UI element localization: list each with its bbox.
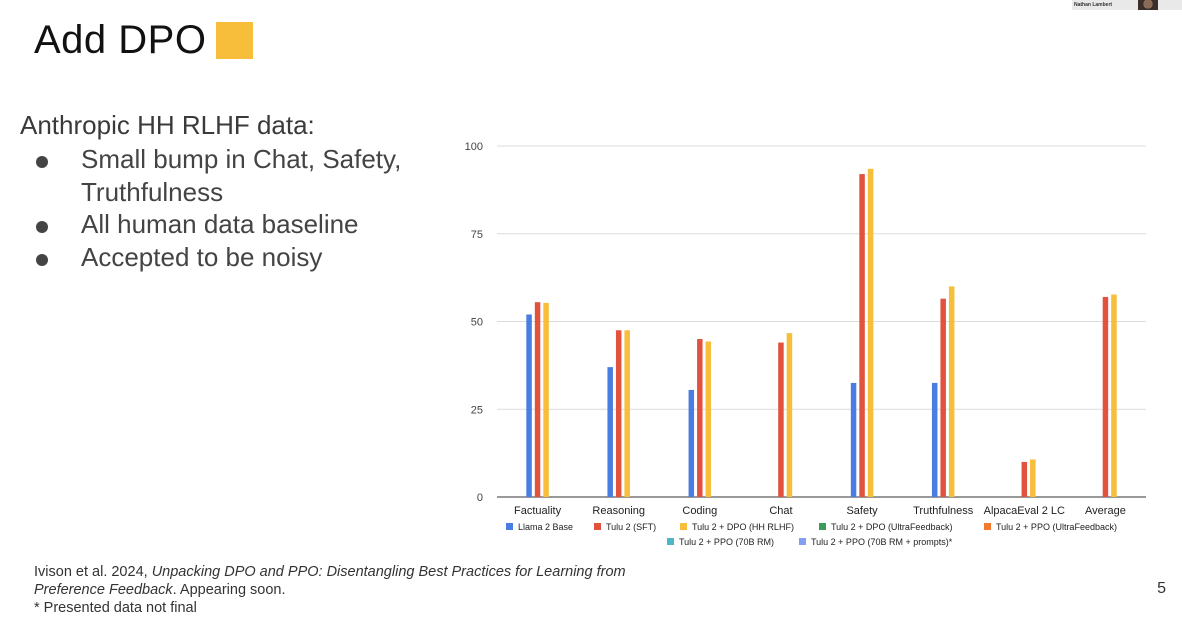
x-tick-label: AlpacaEval 2 LC — [984, 505, 1065, 517]
x-tick-label: Average — [1085, 505, 1126, 517]
legend-label: Tulu 2 + DPO (HH RLHF) — [692, 522, 794, 532]
bullet-dot — [36, 221, 48, 233]
bar — [624, 330, 630, 497]
bar — [543, 302, 549, 497]
x-tick-label: Factuality — [514, 505, 562, 517]
bar — [534, 302, 541, 497]
slide-title: Add DPO — [34, 18, 207, 62]
legend-swatch — [680, 523, 687, 530]
bar — [931, 382, 938, 497]
x-tick-label: Safety — [846, 505, 878, 517]
presenter-name: Nathan Lambert — [1074, 2, 1113, 8]
legend-swatch — [819, 523, 826, 530]
bullet-item: Accepted to be noisy — [36, 241, 436, 274]
legend-label: Tulu 2 + PPO (70B RM) — [679, 537, 774, 547]
y-tick-label: 75 — [471, 229, 483, 241]
y-tick-label: 50 — [471, 317, 483, 329]
bar — [526, 314, 532, 497]
legend-swatch — [984, 523, 991, 530]
bar — [705, 341, 712, 497]
title-row: Add DPO — [34, 18, 254, 63]
data-note: * Presented data not final — [34, 600, 197, 616]
legend-label: Llama 2 Base — [518, 522, 573, 532]
legend-swatch — [594, 523, 601, 530]
title-square-decoration — [216, 22, 254, 59]
legend-swatch — [506, 523, 513, 530]
bar — [786, 333, 793, 497]
bar — [940, 298, 946, 497]
bar — [688, 389, 695, 497]
bar — [697, 339, 703, 497]
x-tick-label: Reasoning — [592, 505, 645, 517]
y-tick-label: 25 — [471, 404, 483, 416]
bar — [1111, 294, 1117, 497]
bullets-heading: Anthropic HH RLHF data: — [20, 110, 315, 140]
y-tick-label: 100 — [465, 141, 483, 153]
bar — [607, 367, 613, 497]
x-tick-label: Coding — [682, 505, 717, 517]
legend-swatch — [799, 538, 806, 545]
bullet-list: Small bump in Chat, Safety, Truthfulness… — [36, 143, 436, 273]
legend-swatch — [667, 538, 674, 545]
bar — [867, 168, 874, 497]
bar — [1102, 296, 1109, 497]
x-tick-label: Chat — [769, 505, 792, 517]
legend-label: Tulu 2 + PPO (70B RM + prompts)* — [811, 537, 953, 547]
bullet-dot — [36, 253, 48, 266]
bar-chart: 0 25 50 75 100 Factuality Reasoning Coding Chat S… — [465, 141, 1146, 547]
bar — [778, 342, 784, 497]
legend-label: Tulu 2 (SFT) — [606, 522, 656, 532]
presenter-video-thumbnail: Nathan Lambert — [1072, 0, 1182, 10]
bullet-text: Small bump in Chat, Safety, Truthfulness — [81, 144, 402, 207]
bar — [1030, 459, 1036, 497]
legend-label: Tulu 2 + PPO (UltraFeedback) — [996, 522, 1117, 532]
y-tick-label: 0 — [477, 492, 483, 504]
bar — [850, 382, 857, 497]
bar — [1021, 461, 1028, 497]
presenter-avatar — [1138, 0, 1158, 10]
bullet-dot — [36, 156, 48, 168]
footnote: Ivison et al. 2024, Unpacking DPO and PP… — [34, 563, 674, 617]
bullet-text: All human data baseline — [81, 209, 359, 239]
bar — [615, 330, 622, 497]
bullet-text: Accepted to be noisy — [81, 241, 323, 272]
page-number: 5 — [1157, 580, 1166, 597]
bar — [948, 286, 955, 497]
bullet-item: Small bump in Chat, Safety, Truthfulness — [36, 143, 436, 208]
x-tick-label: Truthfulness — [913, 505, 974, 517]
citation-prefix: Ivison et al. 2024, — [34, 564, 152, 580]
citation: Ivison et al. 2024, Unpacking DPO and PP… — [34, 563, 674, 599]
citation-suffix: . Appearing soon. — [172, 582, 286, 598]
bullet-item: All human data baseline — [36, 208, 436, 241]
bar — [859, 174, 865, 497]
legend-label: Tulu 2 + DPO (UltraFeedback) — [831, 522, 952, 532]
citation-title: Unpacking DPO and PPO: Disentangling Bes… — [34, 564, 626, 598]
